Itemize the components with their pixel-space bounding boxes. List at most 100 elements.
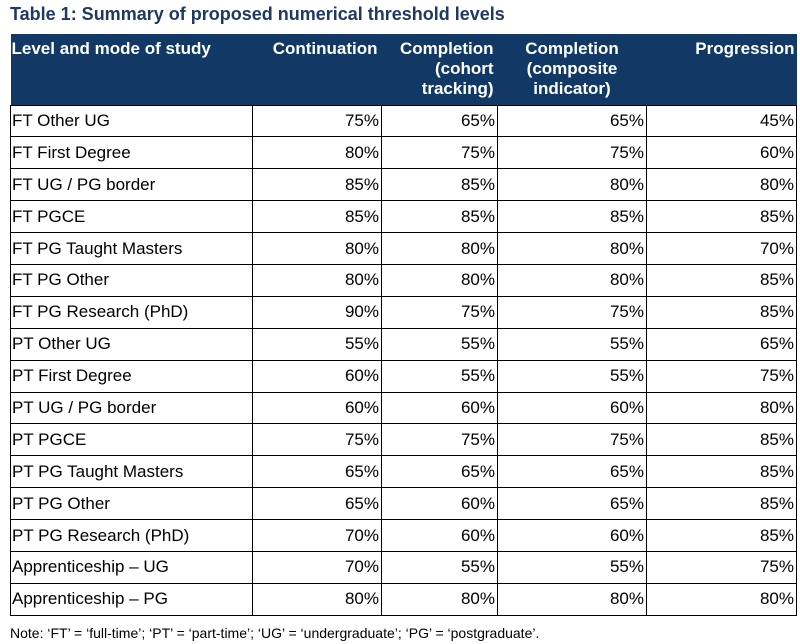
header-level-and-mode: Level and mode of study: [10, 34, 253, 105]
cell-progression: 45%: [646, 104, 797, 138]
table-row: PT PG Taught Masters 65% 65% 65% 85%: [10, 455, 797, 489]
cell-completion-cohort: 55%: [381, 550, 498, 584]
cell-completion-composite: 55%: [497, 359, 647, 393]
cell-completion-cohort: 55%: [381, 327, 498, 361]
cell-completion-cohort: 65%: [381, 455, 498, 489]
cell-progression: 85%: [646, 487, 797, 521]
cell-continuation: 55%: [252, 327, 382, 361]
cell-progression: 80%: [646, 582, 797, 616]
cell-completion-composite: 55%: [497, 550, 647, 584]
cell-continuation: 80%: [252, 263, 382, 297]
table-row: FT Other UG 75% 65% 65% 45%: [10, 104, 797, 138]
table-row: FT UG / PG border 85% 85% 80% 80%: [10, 168, 797, 202]
cell-completion-cohort: 65%: [381, 104, 498, 138]
cell-completion-composite: 65%: [497, 455, 647, 489]
cell-continuation: 85%: [252, 200, 382, 234]
cell-progression: 85%: [646, 200, 797, 234]
cell-completion-composite: 75%: [497, 295, 647, 329]
header-continuation: Continuation: [252, 34, 382, 105]
header-completion-composite-indicator: Completion (composite indicator): [497, 34, 647, 105]
cell-completion-composite: 75%: [497, 136, 647, 170]
cell-completion-composite: 60%: [497, 519, 647, 552]
threshold-table: Level and mode of study Continuation Com…: [10, 34, 797, 616]
cell-progression: 75%: [646, 550, 797, 584]
cell-progression: 75%: [646, 359, 797, 393]
cell-continuation: 60%: [252, 359, 382, 393]
table-body: FT Other UG 75% 65% 65% 45% FT First Degree 80…: [10, 104, 797, 616]
table-row: PT PG Other 65% 60% 65% 85%: [10, 487, 797, 521]
cell-level: FT First Degree: [10, 136, 253, 170]
cell-continuation: 70%: [252, 550, 382, 584]
cell-level: FT PGCE: [10, 200, 253, 234]
cell-completion-composite: 80%: [497, 263, 647, 297]
cell-progression: 80%: [646, 391, 797, 425]
cell-level: Apprenticeship – PG: [10, 582, 253, 616]
cell-continuation: 75%: [252, 104, 382, 138]
cell-continuation: 65%: [252, 487, 382, 521]
table-row: PT Other UG 55% 55% 55% 65%: [10, 327, 797, 361]
cell-completion-cohort: 75%: [381, 423, 498, 457]
header-completion-cohort-tracking: Completion (cohort tracking): [381, 34, 498, 105]
table-row: PT PG Research (PhD) 70% 60% 60% 85%: [10, 519, 797, 552]
cell-level: PT PG Taught Masters: [10, 455, 253, 489]
table-row: Apprenticeship – PG 80% 80% 80% 80%: [10, 582, 797, 616]
cell-level: FT Other UG: [10, 104, 253, 138]
cell-progression: 60%: [646, 136, 797, 170]
cell-continuation: 60%: [252, 391, 382, 425]
cell-level: PT UG / PG border: [10, 391, 253, 425]
cell-progression: 65%: [646, 327, 797, 361]
table-row: FT PGCE 85% 85% 85% 85%: [10, 200, 797, 234]
cell-completion-cohort: 60%: [381, 391, 498, 425]
cell-completion-composite: 80%: [497, 582, 647, 616]
cell-continuation: 80%: [252, 136, 382, 170]
cell-continuation: 70%: [252, 519, 382, 552]
cell-progression: 85%: [646, 295, 797, 329]
table-row: FT PG Taught Masters 80% 80% 80% 70%: [10, 232, 797, 265]
cell-completion-cohort: 80%: [381, 582, 498, 616]
cell-progression: 85%: [646, 519, 797, 552]
cell-completion-cohort: 80%: [381, 263, 498, 297]
cell-progression: 70%: [646, 232, 797, 265]
cell-completion-composite: 60%: [497, 391, 647, 425]
cell-completion-cohort: 60%: [381, 487, 498, 521]
table-row: FT First Degree 80% 75% 75% 60%: [10, 136, 797, 170]
cell-completion-cohort: 85%: [381, 200, 498, 234]
table-caption: Table 1: Summary of proposed numerical t…: [10, 4, 505, 24]
cell-continuation: 80%: [252, 232, 382, 265]
cell-completion-cohort: 60%: [381, 519, 498, 552]
cell-completion-composite: 75%: [497, 423, 647, 457]
table-row: FT PG Other 80% 80% 80% 85%: [10, 263, 797, 297]
cell-progression: 85%: [646, 423, 797, 457]
cell-level: FT PG Research (PhD): [10, 295, 253, 329]
table-row: PT UG / PG border 60% 60% 60% 80%: [10, 391, 797, 425]
cell-level: PT Other UG: [10, 327, 253, 361]
cell-completion-cohort: 75%: [381, 136, 498, 170]
table-row: Apprenticeship – UG 70% 55% 55% 75%: [10, 550, 797, 584]
table-header: Level and mode of study Continuation Com…: [10, 34, 797, 105]
cell-level: PT PGCE: [10, 423, 253, 457]
table-row: PT PGCE 75% 75% 75% 85%: [10, 423, 797, 457]
cell-completion-cohort: 85%: [381, 168, 498, 202]
cell-completion-composite: 85%: [497, 200, 647, 234]
header-row: Level and mode of study Continuation Com…: [10, 34, 797, 105]
cell-level: PT PG Research (PhD): [10, 519, 253, 552]
table-row: PT First Degree 60% 55% 55% 75%: [10, 359, 797, 393]
cell-completion-composite: 55%: [497, 327, 647, 361]
cell-completion-cohort: 55%: [381, 359, 498, 393]
cell-level: Apprenticeship – UG: [10, 550, 253, 584]
cell-completion-cohort: 80%: [381, 232, 498, 265]
cell-progression: 80%: [646, 168, 797, 202]
cell-progression: 85%: [646, 263, 797, 297]
cell-completion-composite: 65%: [497, 487, 647, 521]
cell-progression: 85%: [646, 455, 797, 489]
cell-continuation: 85%: [252, 168, 382, 202]
header-progression: Progression: [646, 34, 797, 105]
cell-completion-cohort: 75%: [381, 295, 498, 329]
table-note: Note: ‘FT’ = ‘full-time’; ‘PT’ = ‘part-t…: [10, 625, 540, 641]
cell-completion-composite: 65%: [497, 104, 647, 138]
cell-continuation: 80%: [252, 582, 382, 616]
cell-completion-composite: 80%: [497, 168, 647, 202]
cell-level: FT PG Taught Masters: [10, 232, 253, 265]
cell-continuation: 65%: [252, 455, 382, 489]
table-row: FT PG Research (PhD) 90% 75% 75% 85%: [10, 295, 797, 329]
